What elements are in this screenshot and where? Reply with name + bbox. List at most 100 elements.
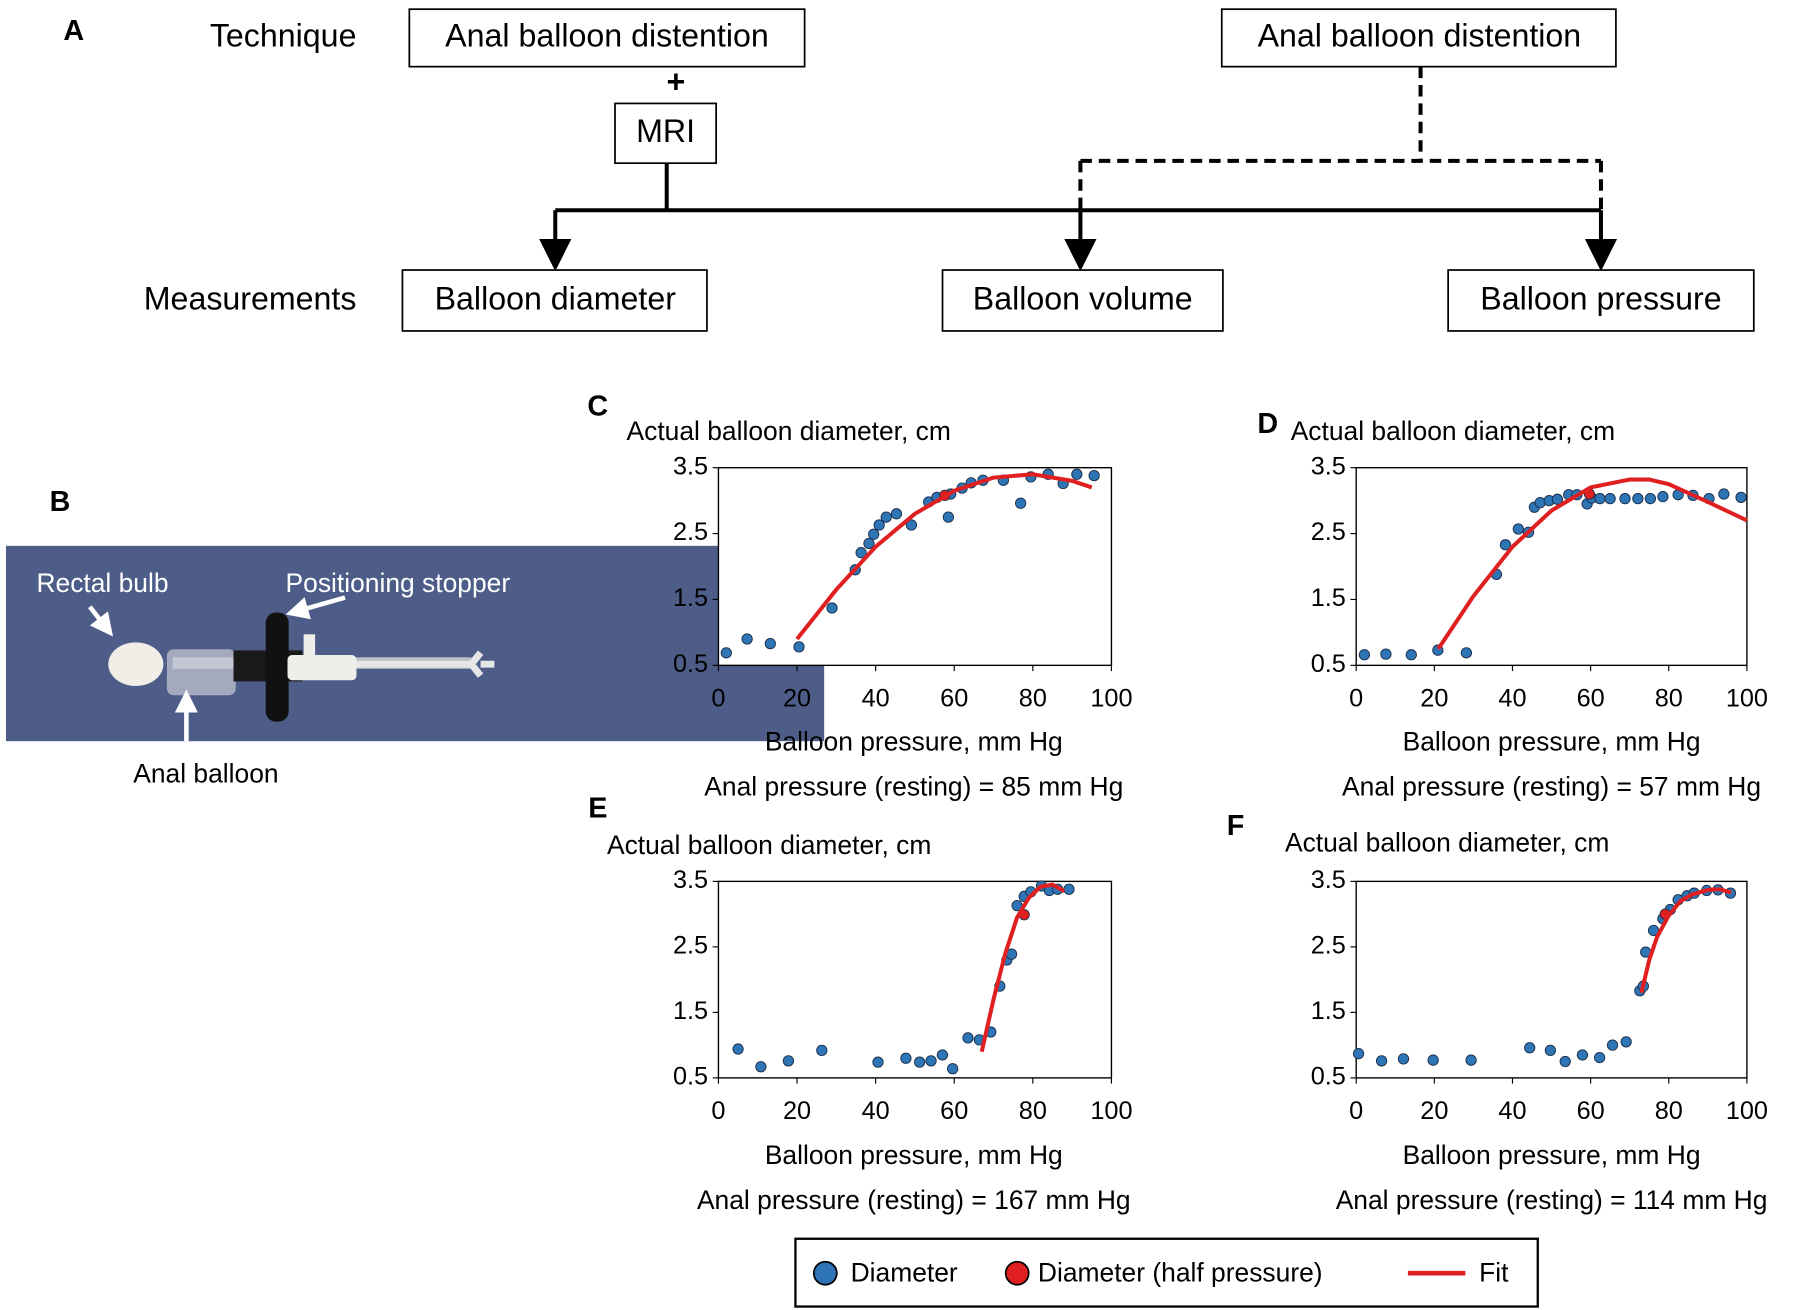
y-tick-label: 2.5 (673, 518, 708, 546)
plot-frame (717, 467, 1113, 667)
data-point (905, 519, 918, 531)
data-point (1604, 493, 1616, 505)
data-point (782, 1055, 795, 1067)
data-point (1512, 523, 1524, 535)
panel-label: B (50, 486, 71, 518)
measurement-text: Balloon pressure (1480, 281, 1721, 317)
row-label: Technique (210, 17, 357, 53)
y-tick-label: 2.5 (673, 932, 708, 960)
annotation: Anal pressure (resting) = 114 mm Hg (1336, 1185, 1768, 1215)
data-point (1352, 1048, 1365, 1060)
y-tick-label: 0.5 (673, 1063, 708, 1091)
data-point (793, 641, 805, 653)
x-axis-title: Balloon pressure, mm Hg (1403, 726, 1701, 756)
x-tick-label: 40 (862, 684, 890, 712)
y-tick-label: 0.5 (1311, 1063, 1346, 1091)
data-point (741, 633, 753, 645)
x-tick-label: 0 (711, 1097, 725, 1125)
data-point (1405, 649, 1417, 661)
data-point (1524, 1042, 1536, 1054)
data-point (914, 1056, 926, 1068)
x-tick-label: 20 (783, 1097, 811, 1125)
mri-text: MRI (636, 113, 695, 149)
x-tick-label: 40 (862, 1097, 890, 1125)
x-tick-label: 80 (1019, 684, 1047, 712)
fit-line (1639, 887, 1732, 994)
data-point (1088, 469, 1100, 482)
x-axis-title: Balloon pressure, mm Hg (765, 1140, 1063, 1170)
data-point (1735, 491, 1747, 503)
x-tick-label: 40 (1498, 684, 1526, 712)
row-label: Measurements (144, 281, 357, 317)
data-point (1397, 1053, 1410, 1065)
data-point (1358, 649, 1371, 661)
fit-line (1436, 477, 1748, 650)
y-tick-label: 3.5 (673, 452, 708, 480)
y-tick-label: 2.5 (1311, 518, 1346, 546)
y-tick-label: 1.5 (673, 997, 708, 1025)
data-point (942, 511, 954, 523)
measurement-text: Balloon volume (973, 281, 1193, 317)
x-tick-label: 60 (940, 684, 968, 712)
data-point (868, 528, 880, 540)
data-point (880, 511, 892, 523)
data-point (764, 637, 776, 650)
y-tick-label: 0.5 (673, 650, 708, 678)
data-point (720, 647, 732, 659)
x-tick-label: 100 (1090, 684, 1132, 712)
technique-box (408, 8, 806, 68)
data-point (1619, 493, 1631, 505)
x-tick-label: 100 (1726, 684, 1768, 712)
y-tick-label: 3.5 (673, 866, 708, 894)
y-tick-label: 1.5 (1311, 584, 1346, 612)
technique-text: Anal balloon distention (1258, 17, 1582, 53)
data-point (855, 547, 867, 559)
data-point (1620, 1036, 1632, 1048)
x-tick-label: 0 (711, 684, 725, 712)
data-point (872, 1056, 884, 1068)
x-tick-label: 0 (1349, 1097, 1363, 1125)
panel-label: C (587, 391, 608, 423)
data-point (1499, 539, 1512, 551)
data-point (936, 1049, 949, 1061)
data-point (1465, 1054, 1477, 1066)
x-tick-label: 0 (1349, 684, 1363, 712)
x-tick-label: 20 (1420, 1097, 1448, 1125)
photo-arrows (88, 595, 346, 742)
data-point (1594, 493, 1606, 505)
legend-swatch (1004, 1260, 1030, 1286)
connectors (539, 66, 1618, 272)
data-point (755, 1061, 767, 1073)
annotation: Anal pressure (resting) = 167 mm Hg (697, 1185, 1131, 1215)
data-point (1427, 1054, 1439, 1066)
y-tick-label: 2.5 (1311, 932, 1346, 960)
data-point (1015, 497, 1027, 509)
panel-label: D (1257, 408, 1278, 440)
data-point (1576, 1049, 1589, 1061)
data-point (947, 1063, 959, 1075)
measurement-text: Balloon diameter (435, 281, 677, 317)
legend-label: Diameter (851, 1257, 958, 1287)
y-tick-label: 0.5 (1311, 650, 1346, 678)
x-tick-label: 100 (1726, 1097, 1768, 1125)
x-tick-label: 40 (1498, 1097, 1526, 1125)
x-tick-label: 60 (940, 1097, 968, 1125)
data-point (1380, 648, 1392, 660)
y-axis-title: Actual balloon diameter, cm (1285, 828, 1609, 858)
x-tick-label: 80 (1019, 1097, 1047, 1125)
photo-label: Rectal bulb (36, 568, 168, 598)
plus-sign: + (667, 63, 686, 99)
y-tick-label: 3.5 (1311, 452, 1346, 480)
data-point (1460, 647, 1473, 659)
y-axis-title: Actual balloon diameter, cm (627, 416, 951, 446)
legend-swatch (812, 1260, 838, 1286)
data-point (962, 1032, 974, 1044)
legend-label: Fit (1479, 1257, 1509, 1287)
photo-label: Anal balloon (133, 759, 278, 789)
data-point (890, 508, 903, 520)
data-point (1071, 468, 1083, 480)
data-point (732, 1043, 744, 1055)
y-tick-label: 1.5 (1311, 997, 1346, 1025)
x-tick-label: 100 (1090, 1097, 1132, 1125)
data-point (1606, 1039, 1619, 1051)
